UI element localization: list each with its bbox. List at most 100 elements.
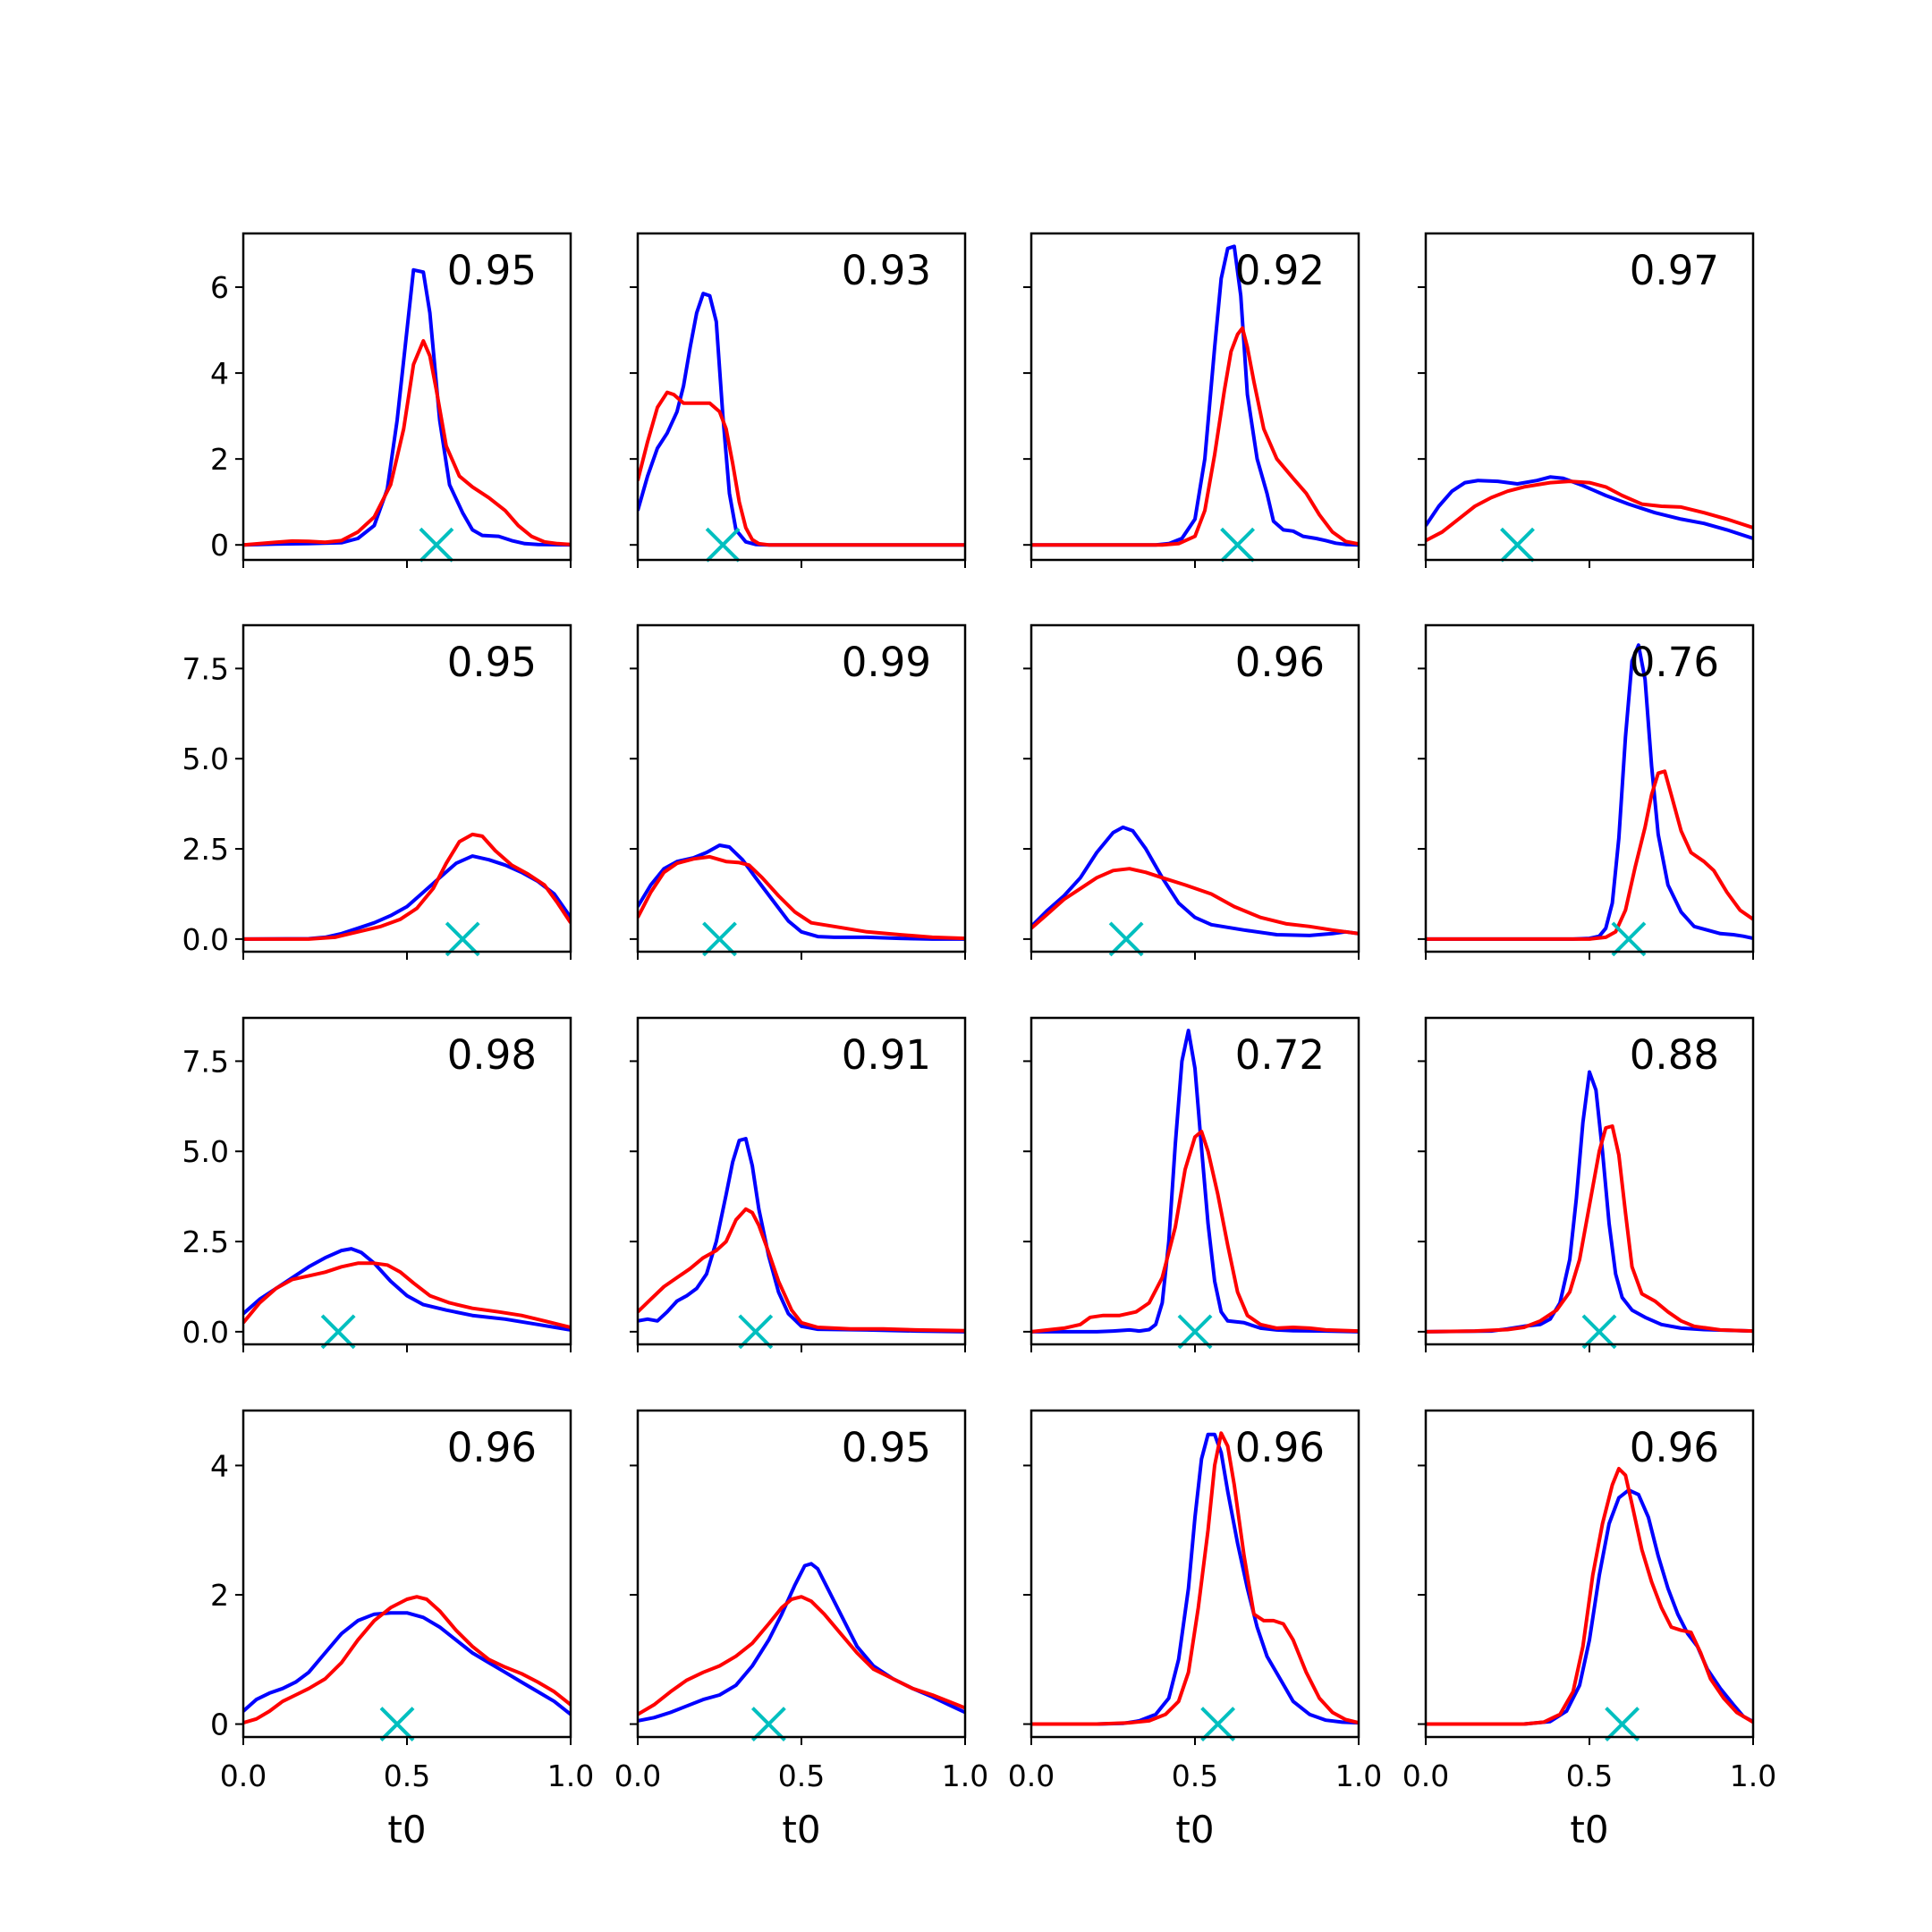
subplot-r1-c2: 0.93 <box>630 232 967 568</box>
x-marker <box>419 527 454 563</box>
x-marker <box>702 921 737 957</box>
red-curve <box>243 339 571 547</box>
blue-curve <box>1031 244 1359 547</box>
panel-value-label: 0.96 <box>1630 1424 1719 1471</box>
panel-value-label: 0.91 <box>842 1031 931 1079</box>
subplot-r1-c4: 0.97 <box>1418 232 1755 568</box>
y-tick-label: 6 <box>210 270 229 305</box>
x-marker-stroke <box>1611 921 1647 957</box>
axes-frame <box>636 232 967 562</box>
panel-value-label: 0.96 <box>447 1424 537 1471</box>
x-marker <box>445 921 480 957</box>
y-tick-label: 7.5 <box>182 651 229 686</box>
axes-frame <box>1424 623 1755 953</box>
blue-curve <box>1426 475 1753 540</box>
red-curve <box>243 1595 571 1725</box>
x-marker-stroke <box>1605 1707 1640 1741</box>
axes-frame <box>636 623 967 953</box>
blue-curve <box>1426 1487 1753 1726</box>
x-marker-stroke <box>379 1707 415 1741</box>
panel-value-label: 0.76 <box>1630 639 1719 686</box>
subplot-grid: 0 2 4 6 0.95 0.93 0.92 0.97 0.0 2.5 5.0 7.5 0.95 0.99… <box>182 232 1776 1852</box>
panel-value-label: 0.93 <box>842 247 931 294</box>
axes-frame <box>1424 232 1755 562</box>
panel-value-label: 0.72 <box>1235 1031 1325 1079</box>
x-marker <box>1605 1707 1640 1741</box>
red-curve <box>1426 1467 1753 1726</box>
y-tick-label: 0 <box>210 1707 229 1742</box>
axes-frame <box>1424 1409 1755 1739</box>
axes-frame <box>242 232 572 562</box>
plot-area <box>243 1247 571 1332</box>
axes-frame <box>242 623 572 953</box>
y-tick-label: 4 <box>210 1448 229 1483</box>
x-marker <box>1611 921 1647 957</box>
panel-value-label: 0.95 <box>842 1424 931 1471</box>
subplot-r4-c3: 0.0 0.5 1.0 t0 0.96 <box>1008 1409 1382 1852</box>
axes-frame <box>1030 1409 1360 1739</box>
x-marker-stroke <box>320 1314 356 1350</box>
x-marker <box>320 1314 356 1350</box>
axes-frame <box>636 1409 967 1739</box>
x-marker <box>705 527 741 563</box>
subplot-r2-c4: 0.76 <box>1418 623 1755 960</box>
x-tick-label: 1.0 <box>1335 1758 1382 1793</box>
x-marker-stroke <box>445 921 480 957</box>
panel-value-label: 0.96 <box>1235 639 1325 686</box>
x-marker-stroke <box>419 527 454 563</box>
panel-value-label: 0.92 <box>1235 247 1325 294</box>
subplot-r4-c1: 0 2 4 0.0 0.5 1.0 t0 0.96 <box>210 1409 594 1852</box>
plot-area <box>638 1562 965 1723</box>
x-marker-stroke <box>1200 1707 1236 1741</box>
x-marker-stroke <box>705 527 741 563</box>
red-curve <box>1031 1431 1359 1726</box>
x-marker <box>1200 1707 1236 1741</box>
red-curve <box>1031 867 1359 936</box>
panel-value-label: 0.96 <box>1235 1424 1325 1471</box>
plot-area <box>243 267 571 547</box>
x-tick-label: 1.0 <box>942 1758 988 1793</box>
x-tick-label: 0.5 <box>384 1758 430 1793</box>
axes-frame <box>242 1016 572 1346</box>
x-tick-label: 0.0 <box>1402 1758 1449 1793</box>
axes-frame <box>1424 1016 1755 1346</box>
x-tick-label: 0.5 <box>778 1758 825 1793</box>
panel-value-label: 0.88 <box>1630 1031 1719 1079</box>
x-marker <box>379 1707 415 1741</box>
red-curve <box>1426 769 1753 941</box>
y-tick-label: 5.0 <box>182 1134 229 1169</box>
axes-frame <box>1030 1016 1360 1346</box>
y-tick-label: 5.0 <box>182 741 229 776</box>
x-tick-label: 0.0 <box>614 1758 661 1793</box>
x-axis-label: t0 <box>387 1808 426 1852</box>
y-tick-label: 2.5 <box>182 1224 229 1259</box>
blue-curve <box>1426 643 1753 941</box>
red-curve <box>638 854 965 941</box>
axes-frame <box>1030 623 1360 953</box>
panel-value-label: 0.98 <box>447 1031 537 1079</box>
subplot-r2-c1: 0.0 2.5 5.0 7.5 0.95 <box>182 623 572 960</box>
subplot-r1-c1: 0 2 4 6 0.95 <box>210 232 572 568</box>
y-tick-label: 4 <box>210 356 229 391</box>
x-tick-label: 0.0 <box>220 1758 267 1793</box>
red-curve <box>1031 1130 1359 1334</box>
panel-value-label: 0.95 <box>447 639 537 686</box>
axes-frame <box>636 1016 967 1346</box>
y-tick-label: 0.0 <box>182 922 229 957</box>
y-tick-label: 2 <box>210 1578 229 1613</box>
subplot-r1-c3: 0.92 <box>1023 232 1360 568</box>
blue-curve <box>638 1137 965 1334</box>
y-tick-label: 0 <box>210 528 229 563</box>
subplot-r2-c3: 0.96 <box>1023 623 1360 960</box>
y-tick-label: 2 <box>210 442 229 477</box>
plot-area <box>638 292 965 547</box>
subplot-r4-c2: 0.0 0.5 1.0 t0 0.95 <box>614 1409 988 1852</box>
x-marker <box>1108 921 1144 957</box>
y-tick-label: 2.5 <box>182 832 229 867</box>
x-marker <box>1177 1314 1213 1350</box>
x-marker-stroke <box>1108 921 1144 957</box>
x-marker-stroke <box>1220 527 1255 563</box>
subplot-r2-c2: 0.99 <box>630 623 967 960</box>
plot-area <box>243 832 571 941</box>
